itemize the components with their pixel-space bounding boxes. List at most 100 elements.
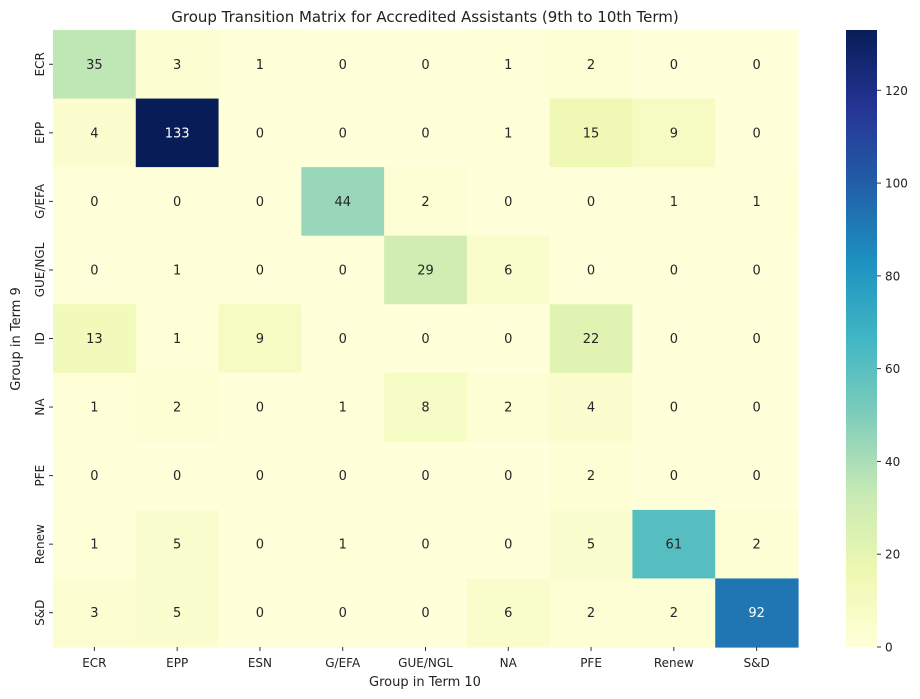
heatmap-cell <box>135 235 220 305</box>
cell-value-label: 44 <box>334 195 351 210</box>
cell-value-label: 0 <box>752 126 760 141</box>
colorbar <box>846 30 877 647</box>
y-tick-label: NA <box>33 398 47 416</box>
heatmap-cell <box>549 235 634 305</box>
heatmap-cell <box>549 98 634 168</box>
x-tick-label: S&D <box>744 656 770 670</box>
cell-value-label: 1 <box>173 263 181 278</box>
cell-value-label: 15 <box>583 126 600 141</box>
cell-value-label: 0 <box>504 195 512 210</box>
heatmap-cell <box>384 98 468 168</box>
heatmap-cell <box>466 167 551 237</box>
heatmap-cell <box>715 304 799 374</box>
cell-value-label: 0 <box>670 401 678 416</box>
colorbar-ticks: 0 20 40 60 80 100 120 <box>877 84 908 655</box>
heatmap-cell <box>218 98 302 168</box>
heatmap-cell <box>218 304 302 374</box>
heatmap-cell <box>549 167 634 237</box>
heatmap-cell <box>53 98 137 168</box>
heatmap-cell <box>632 304 716 374</box>
cell-value-label: 1 <box>339 538 347 553</box>
heatmap-cell <box>53 235 137 305</box>
heatmap-cell <box>715 167 799 237</box>
heatmap-cell <box>632 578 716 648</box>
heatmap-cell <box>632 30 716 100</box>
heatmap-cell <box>53 441 137 511</box>
cell-value-label: 0 <box>421 332 429 347</box>
cell-value-label: 4 <box>587 401 595 416</box>
cell-value-label: 2 <box>421 195 429 210</box>
y-tick-label: GUE/NGL <box>33 242 47 297</box>
cell-value-label: 0 <box>504 469 512 484</box>
heatmap-cell <box>301 30 385 100</box>
cell-value-label: 61 <box>666 538 683 553</box>
cell-value-label: 1 <box>504 58 512 73</box>
heatmap-cell <box>549 30 634 100</box>
heatmap-cell-labels: 35 3 1 0 0 1 2 0 04 133 0 0 0 1 15 9 00 0 0 44 2 0 0 1 10 1 0 0 29 6 0… <box>86 58 765 621</box>
cell-value-label: 0 <box>421 58 429 73</box>
cell-value-label: 0 <box>256 195 264 210</box>
cell-value-label: 0 <box>421 606 429 621</box>
heatmap-cell <box>549 304 634 374</box>
heatmap-cell <box>384 235 468 305</box>
heatmap-cell <box>135 372 220 442</box>
heatmap-cell <box>135 441 220 511</box>
x-tick-label: EPP <box>166 656 188 670</box>
cell-value-label: 1 <box>339 401 347 416</box>
heatmap-cell <box>384 372 468 442</box>
cell-value-label: 9 <box>670 126 678 141</box>
cell-value-label: 0 <box>670 58 678 73</box>
cell-value-label: 9 <box>256 332 264 347</box>
cell-value-label: 3 <box>173 58 181 73</box>
cell-value-label: 1 <box>504 126 512 141</box>
heatmap-cell <box>53 304 137 374</box>
heatmap-cell <box>715 372 799 442</box>
heatmap-cell <box>549 441 634 511</box>
cell-value-label: 0 <box>587 195 595 210</box>
cell-value-label: 4 <box>90 126 98 141</box>
heatmap-cell <box>466 304 551 374</box>
heatmap-cell <box>301 441 385 511</box>
cell-value-label: 0 <box>339 606 347 621</box>
heatmap-cell <box>466 578 551 648</box>
colorbar-tick-label: 0 <box>885 641 893 655</box>
cell-value-label: 0 <box>504 538 512 553</box>
heatmap-cell <box>549 372 634 442</box>
cell-value-label: 0 <box>421 126 429 141</box>
heatmap-cell <box>301 304 385 374</box>
heatmap-cell <box>715 30 799 100</box>
heatmap-cell <box>135 509 220 580</box>
cell-value-label: 0 <box>339 469 347 484</box>
y-tick-label: Renew <box>33 524 47 564</box>
cell-value-label: 0 <box>752 401 760 416</box>
cell-value-label: 1 <box>90 401 98 416</box>
heatmap-cell <box>218 441 302 511</box>
heatmap-cell <box>53 30 137 100</box>
y-tick-label: EPP <box>33 122 47 144</box>
cell-value-label: 2 <box>752 538 760 553</box>
cell-value-label: 0 <box>587 263 595 278</box>
chart-title: Group Transition Matrix for Accredited A… <box>171 8 679 26</box>
cell-value-label: 0 <box>670 332 678 347</box>
heatmap-cell <box>53 167 137 237</box>
colorbar-tick-label: 100 <box>885 177 908 191</box>
heatmap-cell <box>632 441 716 511</box>
colorbar-tick-label: 40 <box>885 455 900 469</box>
heatmap-cell <box>301 578 385 648</box>
cell-value-label: 0 <box>90 263 98 278</box>
cell-value-label: 1 <box>90 538 98 553</box>
heatmap-cell <box>135 98 220 168</box>
heatmap-cell <box>218 509 302 580</box>
heatmap-cell <box>218 167 302 237</box>
cell-value-label: 0 <box>421 538 429 553</box>
heatmap-cell <box>301 372 385 442</box>
heatmap-cell <box>715 441 799 511</box>
cell-value-label: 5 <box>587 538 595 553</box>
cell-value-label: 0 <box>256 606 264 621</box>
heatmap-cell <box>384 304 468 374</box>
heatmap-cell <box>301 98 385 168</box>
heatmap-cell <box>218 578 302 648</box>
heatmap-cell <box>466 441 551 511</box>
heatmap-cell <box>384 30 468 100</box>
x-tick-label: G/EFA <box>325 656 361 670</box>
